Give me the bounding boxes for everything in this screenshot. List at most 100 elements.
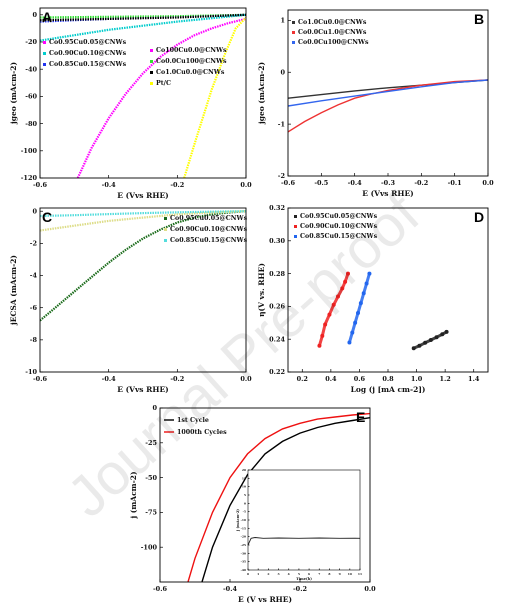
panel-label: C <box>42 209 52 225</box>
legend-entry: Pt/C <box>156 80 171 87</box>
x-tick-label: 0.8 <box>382 375 394 383</box>
y-axis-label: jECSA (mAcm-2) <box>9 255 18 326</box>
legend-marker <box>150 71 153 74</box>
inset-x-axis-label: Time(h) <box>296 577 312 581</box>
x-tick-label: -0.2 <box>170 375 184 383</box>
y-tick-label: 0.26 <box>269 303 285 311</box>
y-tick-label: -10 <box>241 518 246 522</box>
panel-label: E <box>356 409 365 425</box>
y-tick-label: -40 <box>241 568 246 572</box>
x-tick-label: 6 <box>308 572 310 576</box>
legend-marker <box>164 228 167 231</box>
legend-entry: Co0.90Cu0.10@CNWs <box>300 223 378 230</box>
x-tick-label: -0.6 <box>33 375 47 383</box>
legend-marker <box>150 49 153 52</box>
y-axis-label: j (mAcm-2) <box>129 471 138 519</box>
x-tick-label: -0.5 <box>314 179 328 187</box>
y-tick-label: 0.24 <box>269 335 285 343</box>
y-axis-label: jgeo (mAcm-2) <box>257 62 266 125</box>
y-tick-label: -30 <box>241 551 246 555</box>
series-line <box>412 330 449 350</box>
y-tick-label: 0 <box>32 11 37 19</box>
x-tick-label: -0.2 <box>170 181 184 189</box>
x-tick-label: 7 <box>318 572 320 576</box>
y-tick-label: -100 <box>141 543 158 551</box>
x-tick-label: -0.3 <box>381 179 395 187</box>
x-tick-label: 1.2 <box>439 375 450 383</box>
series-line <box>187 412 370 582</box>
panel-label: D <box>474 209 484 225</box>
inset-series-line <box>247 537 361 546</box>
x-tick-label: -0.4 <box>348 179 362 187</box>
y-tick-label: -2 <box>278 172 285 180</box>
legend-marker <box>150 82 153 85</box>
y-tick-label: 15 <box>242 476 246 480</box>
legend-entry: Co0.95Cu0.05@CNWs <box>170 215 248 222</box>
panel-B: -0.6 -0.5 -0.4 -0.3 -0.2 -0.1 0.0 1 0 -1 -2 E (Vvs … <box>257 9 494 198</box>
x-tick-label: 0.0 <box>482 179 494 187</box>
series-line <box>40 13 246 42</box>
legend-entry: Co0.85Cu0.15@CNWs <box>49 61 127 68</box>
legend-marker <box>43 52 46 55</box>
series-group <box>40 210 246 322</box>
legend-marker <box>150 60 153 63</box>
x-tick-label: 2 <box>267 572 269 576</box>
y-tick-label: 0.28 <box>269 270 285 278</box>
y-tick-label: -75 <box>145 509 157 517</box>
y-tick-label: -60 <box>25 93 37 101</box>
y-tick-label: -4 <box>30 272 38 280</box>
y-tick-label: -20 <box>25 38 37 46</box>
y-tick-label: 1 <box>280 17 285 25</box>
panel-label: A <box>42 9 52 25</box>
plot-frame <box>39 7 247 179</box>
y-axis-label: jgeo (mAcm-2) <box>9 62 18 125</box>
y-tick-label: -35 <box>241 560 246 564</box>
x-tick-label: 1 <box>257 572 259 576</box>
x-tick-label: 1.0 <box>411 375 423 383</box>
x-tick-label: 5 <box>298 572 300 576</box>
x-tick-label: 11 <box>358 572 362 576</box>
legend-entry: 1st Cycle <box>177 417 209 424</box>
y-tick-label: 0 <box>280 68 285 76</box>
panel-label: B <box>474 11 484 27</box>
series-line <box>40 210 246 218</box>
series-line <box>347 272 371 344</box>
y-tick-label: -120 <box>21 174 38 182</box>
inset-y-axis-label: j (mAcm-2) <box>236 509 240 532</box>
legend-entry: Co0.90Cu0.10@CNWs <box>49 50 127 57</box>
plot-frame <box>159 407 371 583</box>
legend-entry: 1000th Cycles <box>177 429 227 436</box>
x-tick-label: 3 <box>277 572 279 576</box>
x-tick-label: 8 <box>328 572 330 576</box>
legend-marker <box>294 235 297 238</box>
legend-entry: Co1.0Cu0.0@CNWs <box>298 19 367 26</box>
y-tick-label: 0.30 <box>269 237 285 245</box>
legend-marker <box>294 215 297 218</box>
series-line <box>40 210 246 232</box>
x-tick-label: 1.4 <box>468 375 480 383</box>
x-tick-label: -0.1 <box>448 179 462 187</box>
legend-entry: Co0.0Cu100@CNWs <box>156 58 227 65</box>
series-line <box>288 79 488 133</box>
x-tick-label: -0.6 <box>281 179 295 187</box>
legend-entry: Co0.95Cu0.05@CNWs <box>49 39 127 46</box>
legend-marker <box>294 225 297 228</box>
series-line <box>201 417 370 582</box>
y-tick-label: 0.32 <box>269 204 285 212</box>
legend-entry: Co0.85Cu0.15@CNWs <box>300 233 378 240</box>
x-tick-label: 0.4 <box>325 375 337 383</box>
y-tick-label: -100 <box>21 147 38 155</box>
x-tick-label: -0.2 <box>293 585 307 593</box>
y-tick-label: -10 <box>25 368 37 376</box>
x-axis-label: Log (j [mA cm-2]) <box>351 385 426 394</box>
y-tick-label: -50 <box>145 474 157 482</box>
series-line <box>183 16 246 178</box>
y-tick-label: -80 <box>25 120 37 128</box>
y-axis-label: η(V vs. RHE) <box>257 263 266 317</box>
inset-chart: 0 1 2 3 4 5 6 7 8 9 10 11 20 15 10 5 0 -5 -10 -15 -20 -25 -30 -… <box>236 468 362 581</box>
legend-marker <box>43 63 46 66</box>
x-tick-label: 4 <box>288 572 290 576</box>
x-tick-label: -0.4 <box>223 585 237 593</box>
x-tick-label: 9 <box>339 572 341 576</box>
